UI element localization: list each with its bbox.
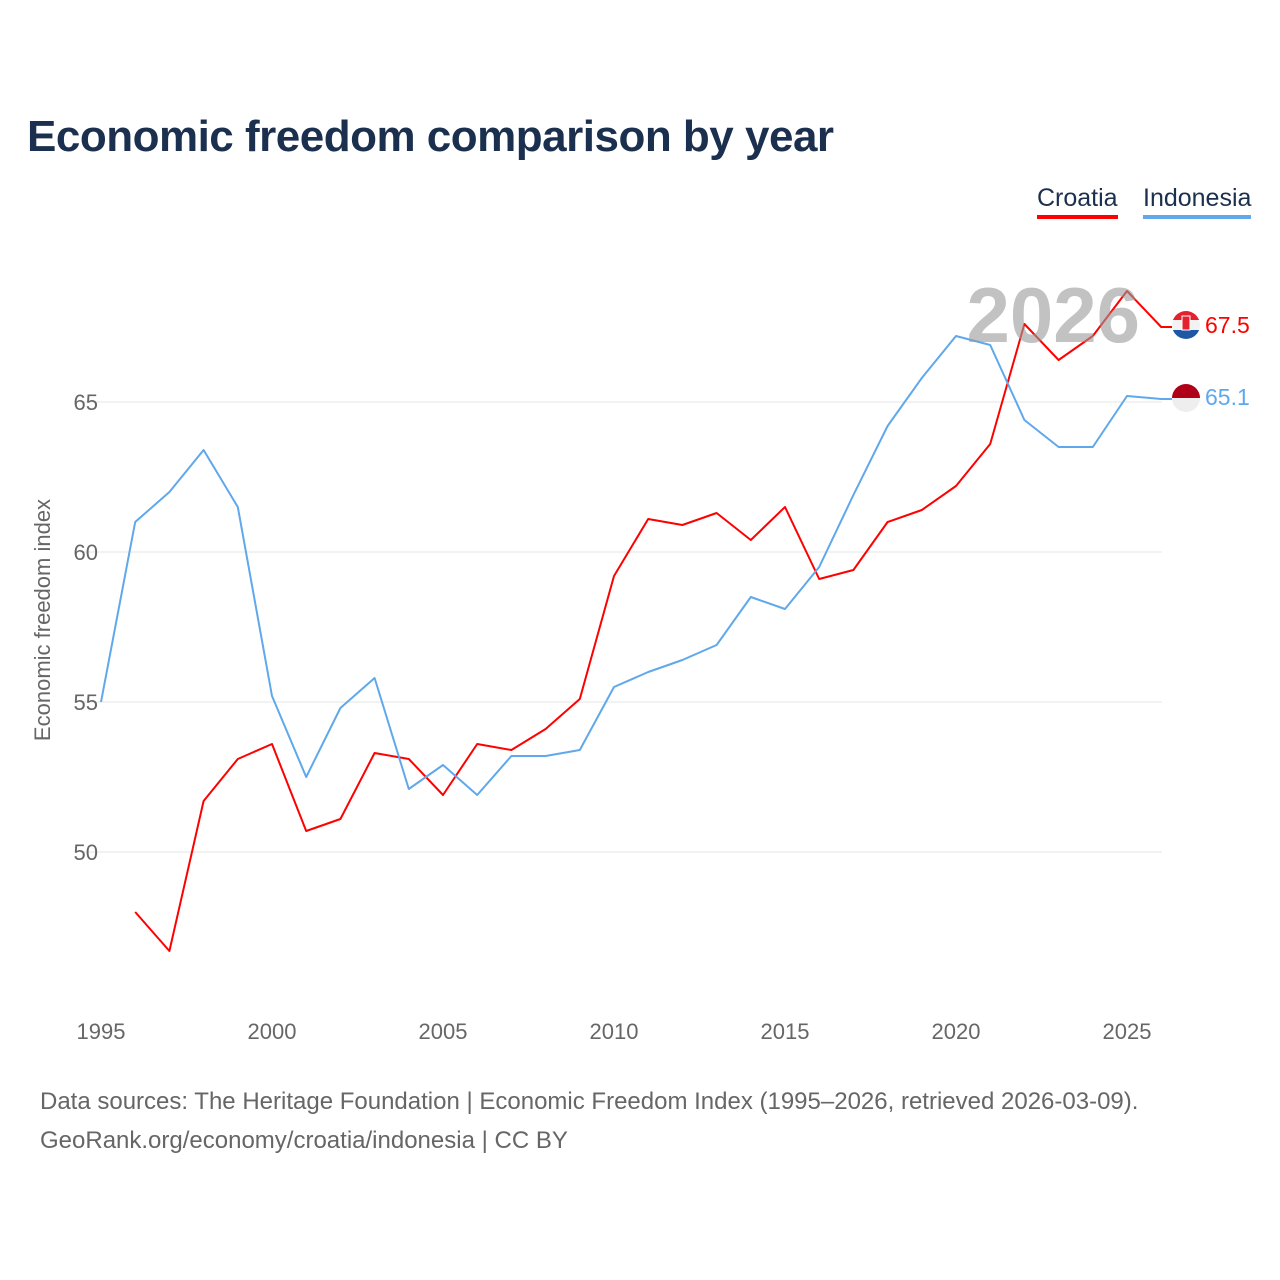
year-label: 2026 xyxy=(966,271,1140,359)
x-tick-label: 2025 xyxy=(1103,1019,1152,1044)
x-tick-label: 2020 xyxy=(932,1019,981,1044)
y-tick-label: 65 xyxy=(74,390,98,415)
indonesia-flag-icon xyxy=(1172,384,1200,412)
legend-indonesia[interactable]: Indonesia xyxy=(1143,184,1252,219)
source-line-1: Data sources: The Heritage Foundation | … xyxy=(40,1088,1139,1115)
legend-croatia[interactable]: Croatia xyxy=(1037,184,1118,219)
x-tick-label: 1995 xyxy=(77,1019,126,1044)
y-tick-label: 55 xyxy=(74,690,98,715)
croatia-end-label: 67.5 xyxy=(1205,312,1250,338)
indonesia-series-line xyxy=(100,335,1172,796)
x-tick-label: 2015 xyxy=(761,1019,810,1044)
croatia-flag-icon xyxy=(1172,311,1200,339)
y-tick-label: 60 xyxy=(74,540,98,565)
y-axis-label: Economic freedom index xyxy=(30,499,55,741)
chart-title: Economic freedom comparison by year xyxy=(27,112,834,161)
x-tick-label: 2000 xyxy=(248,1019,297,1044)
x-tick-label: 2010 xyxy=(590,1019,639,1044)
source-line-2[interactable]: GeoRank.org/economy/croatia/indonesia | … xyxy=(40,1127,568,1154)
indonesia-end-label: 65.1 xyxy=(1205,384,1250,410)
y-tick-label: 50 xyxy=(74,840,98,865)
x-tick-label: 2005 xyxy=(419,1019,468,1044)
croatia-series-line xyxy=(134,290,1172,952)
